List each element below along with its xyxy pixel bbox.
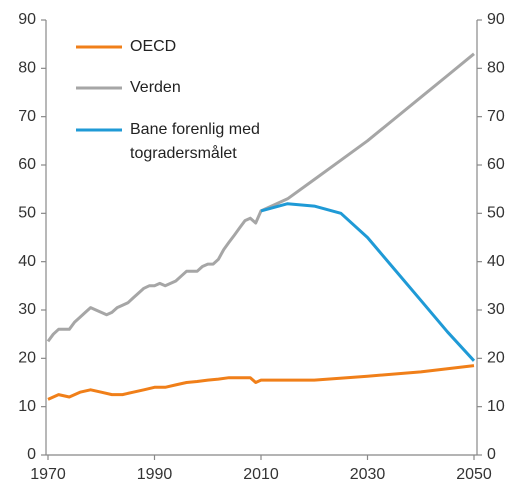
x-tick-label: 1970 (30, 466, 66, 483)
y-tick-label: 60 (18, 156, 36, 173)
x-tick-label: 2030 (350, 466, 386, 483)
x-tick-label: 2010 (243, 466, 279, 483)
y2-tick-label: 30 (487, 301, 505, 318)
y-tick-label: 20 (18, 350, 36, 367)
y-tick-label: 10 (18, 398, 36, 415)
y2-tick-label: 10 (487, 398, 505, 415)
y-tick-label: 50 (18, 205, 36, 222)
y2-tick-label: 50 (487, 205, 505, 222)
y2-tick-label: 40 (487, 253, 505, 270)
y-tick-label: 0 (27, 446, 36, 463)
y2-tick-label: 20 (487, 350, 505, 367)
series-line (47, 364, 475, 401)
y-tick-label: 90 (18, 11, 36, 28)
y-tick-label: 80 (18, 60, 36, 77)
x-tick-label: 2050 (456, 466, 492, 483)
x-tick-label: 1990 (137, 466, 173, 483)
y2-tick-label: 80 (487, 60, 505, 77)
y2-tick-label: 60 (487, 156, 505, 173)
y2-tick-label: 70 (487, 108, 505, 125)
y-tick-label: 30 (18, 301, 36, 318)
y-tick-label: 40 (18, 253, 36, 270)
y-tick-label: 70 (18, 108, 36, 125)
legend-label: Verden (130, 79, 181, 96)
y2-tick-label: 0 (487, 446, 496, 463)
y2-tick-label: 90 (487, 11, 505, 28)
legend-label: Bane forenlig med togradersmålet (130, 121, 260, 162)
series-line (46, 52, 475, 343)
legend-label: OECD (130, 38, 177, 55)
series-line (260, 202, 476, 362)
